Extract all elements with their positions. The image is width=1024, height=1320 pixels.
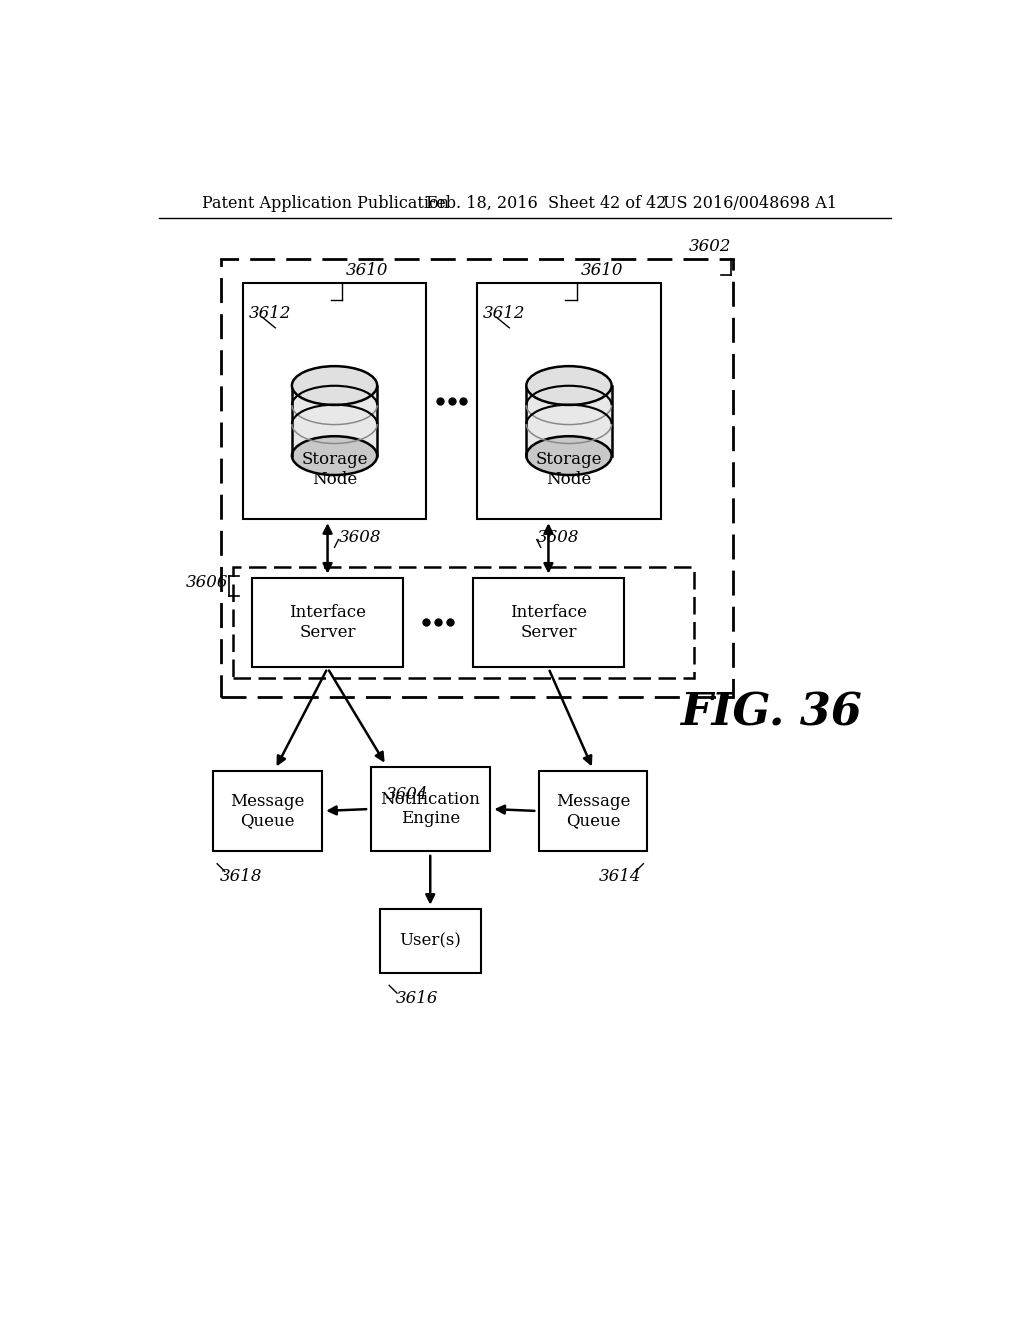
- Ellipse shape: [526, 366, 611, 405]
- Text: Interface
Server: Interface Server: [289, 605, 366, 640]
- Text: US 2016/0048698 A1: US 2016/0048698 A1: [663, 194, 837, 211]
- Ellipse shape: [526, 436, 611, 475]
- Text: Storage
Node: Storage Node: [536, 451, 602, 487]
- Bar: [252, 578, 403, 667]
- Bar: [232, 566, 693, 678]
- Text: 3602: 3602: [688, 238, 731, 255]
- Text: Message
Queue: Message Queue: [230, 793, 305, 829]
- Text: FIG. 36: FIG. 36: [680, 692, 862, 734]
- Text: 3618: 3618: [219, 869, 262, 886]
- Text: 3604: 3604: [386, 785, 429, 803]
- Bar: [371, 767, 489, 851]
- Bar: [477, 284, 662, 519]
- Bar: [243, 284, 426, 519]
- Text: Notification
Engine: Notification Engine: [380, 791, 480, 828]
- Text: 3614: 3614: [599, 869, 641, 886]
- Text: Storage
Node: Storage Node: [301, 451, 368, 487]
- Text: 3612: 3612: [483, 305, 525, 322]
- Text: 3610: 3610: [581, 263, 623, 280]
- Text: User(s): User(s): [399, 933, 461, 949]
- Bar: [380, 909, 480, 973]
- Text: 3610: 3610: [346, 263, 389, 280]
- Text: 3608: 3608: [537, 529, 580, 545]
- Text: 3606: 3606: [186, 574, 228, 591]
- Ellipse shape: [292, 436, 377, 475]
- Text: 3616: 3616: [395, 990, 438, 1007]
- Bar: [221, 259, 732, 697]
- FancyBboxPatch shape: [292, 385, 377, 455]
- Bar: [473, 578, 624, 667]
- Bar: [213, 771, 322, 851]
- Text: Interface
Server: Interface Server: [510, 605, 587, 640]
- Text: 3612: 3612: [249, 305, 292, 322]
- Text: 3608: 3608: [338, 529, 381, 545]
- Bar: [539, 771, 647, 851]
- FancyBboxPatch shape: [526, 385, 611, 455]
- Text: Feb. 18, 2016  Sheet 42 of 42: Feb. 18, 2016 Sheet 42 of 42: [426, 194, 667, 211]
- Text: Patent Application Publication: Patent Application Publication: [202, 194, 449, 211]
- Text: Message
Queue: Message Queue: [556, 793, 630, 829]
- Ellipse shape: [292, 366, 377, 405]
